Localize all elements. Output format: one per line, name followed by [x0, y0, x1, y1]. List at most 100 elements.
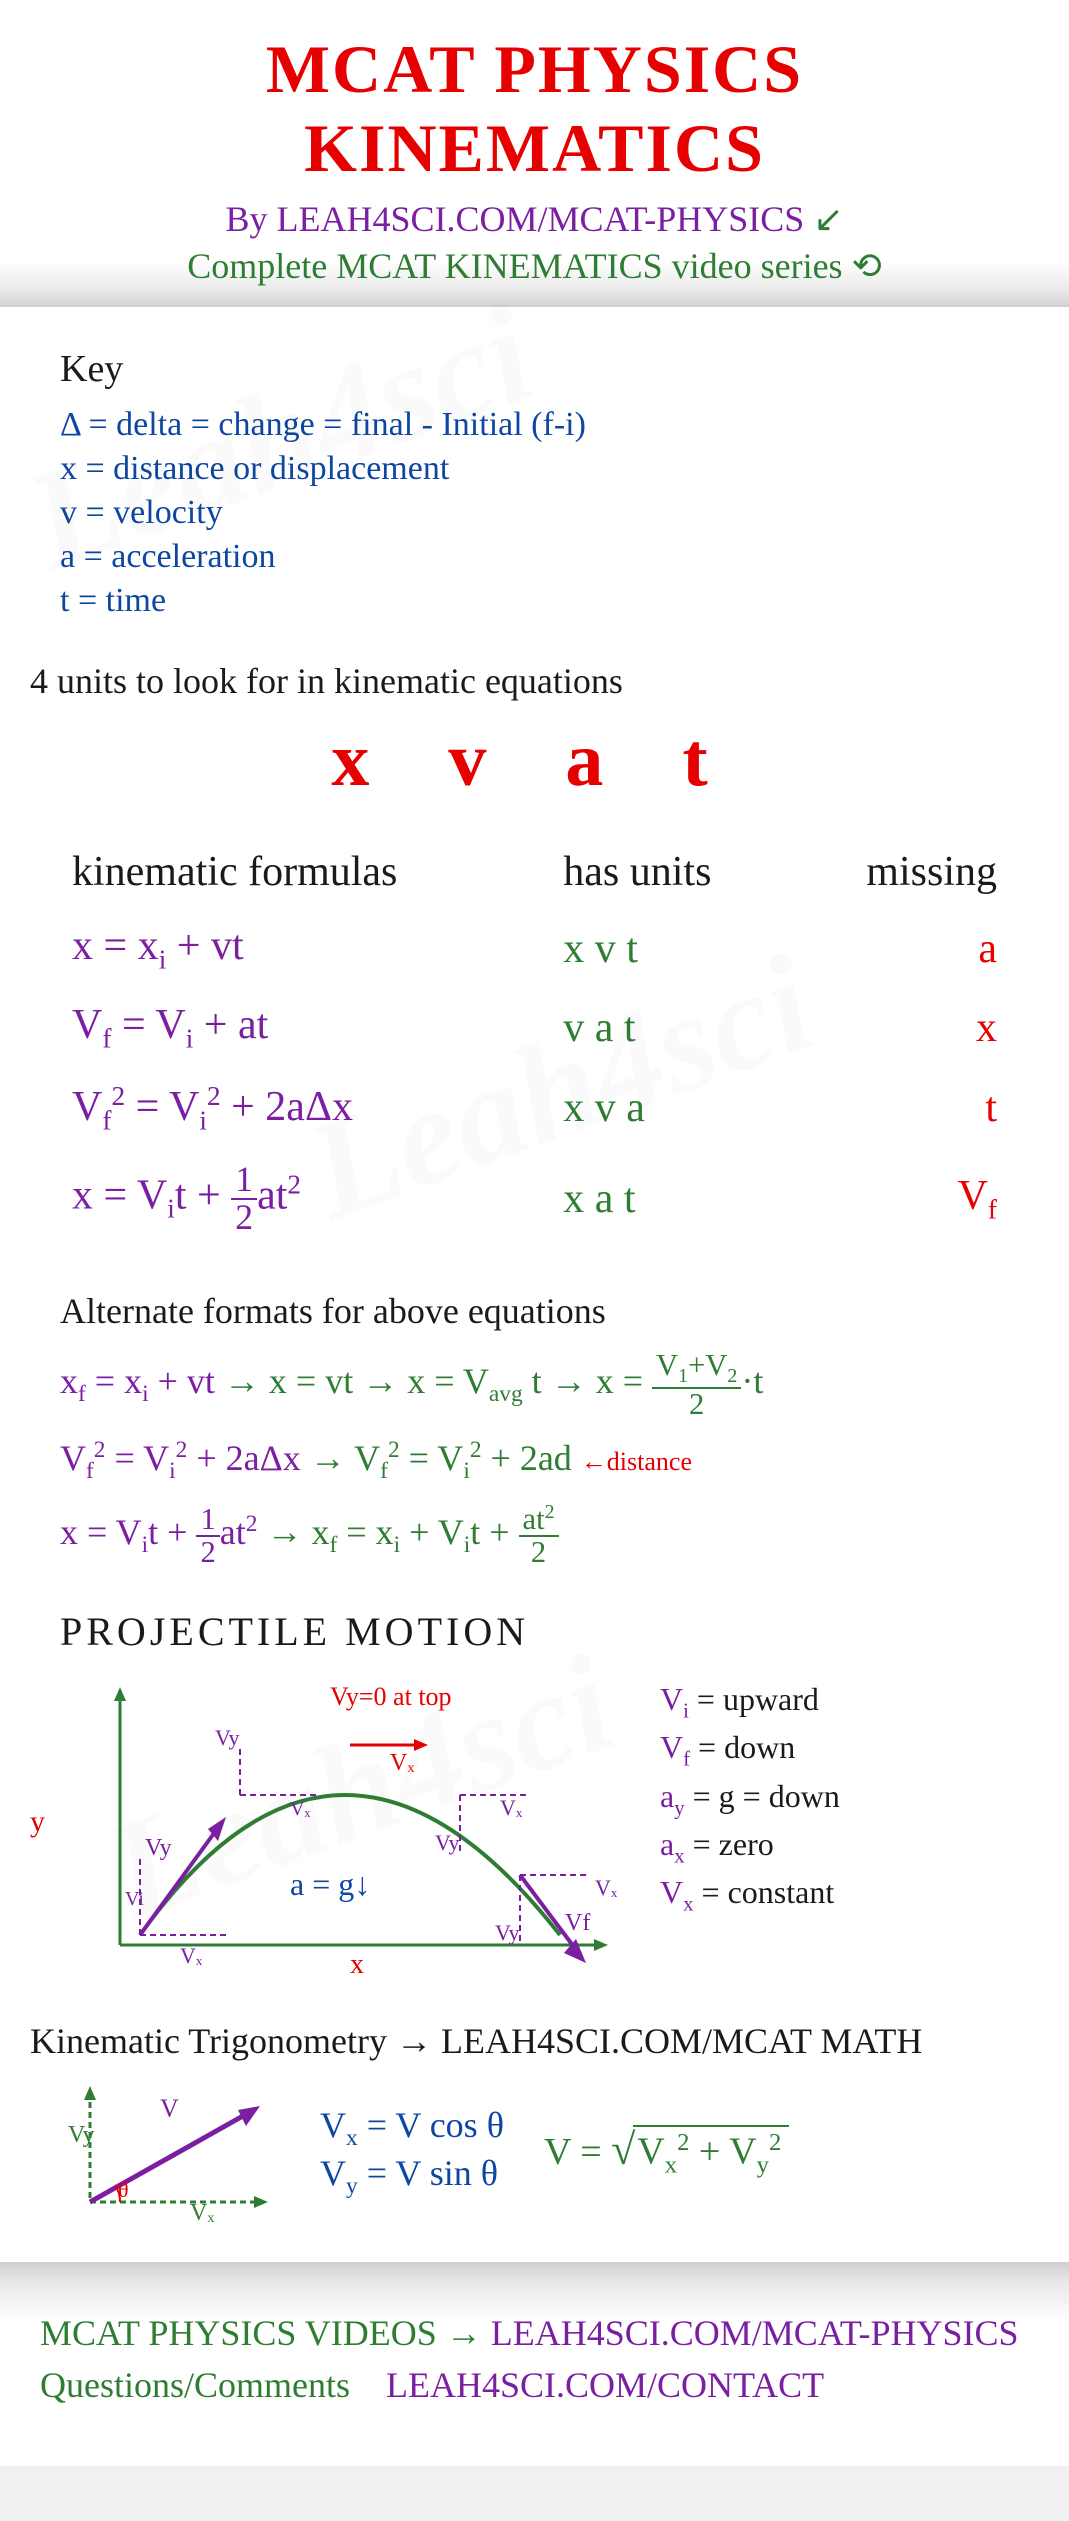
key-line: t = time — [60, 582, 1009, 620]
footer-url: LEAH4SCI.COM/MCAT-PHYSICS — [491, 2313, 1019, 2353]
formula-cell: Vf = Vi + at — [62, 989, 551, 1066]
byline-url: LEAH4SCI.COM/MCAT-PHYSICS — [277, 199, 805, 239]
vy-eq: Vy = V sin θ — [320, 2152, 504, 2200]
svg-text:Vy: Vy — [495, 1920, 519, 1945]
content-block: Leah4sci Leah4sci Leah4sci Key Δ = delta… — [0, 307, 1069, 2262]
footer-label: Questions/Comments — [40, 2365, 350, 2405]
projectile-heading: PROJECTILE MOTION — [60, 1608, 1009, 1655]
table-row: Vf = Vi + at v a t x — [62, 989, 1007, 1066]
svg-text:Vₓ: Vₓ — [290, 1798, 310, 1820]
svg-text:θ: θ — [118, 2177, 129, 2202]
svg-text:Vₓ: Vₓ — [180, 1943, 203, 1968]
missing-cell: a — [794, 910, 1008, 987]
arrow-curl-icon: ↙ — [813, 199, 843, 239]
missing-cell: t — [794, 1069, 1008, 1148]
svg-text:Vₓ: Vₓ — [500, 1795, 523, 1820]
table-row: x = xi + vt x v t a — [62, 910, 1007, 987]
key-line: Δ = delta = change = final - Initial (f-… — [60, 406, 1009, 444]
table-row: Vf2 = Vi2 + 2aΔx x v a t — [62, 1069, 1007, 1148]
footer-line-2: Questions/Comments LEAH4SCI.COM/CONTACT — [40, 2364, 1029, 2406]
alt-eq: x = vt — [269, 1361, 353, 1401]
trig-heading-right: LEAH4SCI.COM/MCAT MATH — [441, 2021, 922, 2061]
trig-components: Vx = V cos θ Vy = V sin θ — [320, 2104, 504, 2200]
alt-line-1: xf = xi + vt → x = vt → x = Vavg t → x =… — [60, 1350, 1009, 1420]
y-axis-label: y — [30, 1805, 45, 1839]
footer-line-1: MCAT PHYSICS VIDEOS → LEAH4SCI.COM/MCAT-… — [40, 2312, 1029, 2354]
formula-table: kinematic formulas has units missing x =… — [60, 834, 1009, 1250]
key-line: x = distance or displacement — [60, 450, 1009, 488]
projectile-svg: Vy=0 at top Vₓ Vy Vₓ Vy Vₓ Vₓ Vy Vₓ Vy V… — [60, 1675, 620, 1975]
svg-text:Vi: Vi — [125, 1888, 144, 1910]
alt-eq: x = Vit + 12at2 — [60, 1512, 257, 1552]
alt-eq: x = Vavg t — [407, 1361, 541, 1401]
page-title: MCAT PHYSICS KINEMATICS — [40, 30, 1029, 188]
has-cell: v a t — [553, 989, 791, 1066]
arrow-icon: → — [551, 1361, 596, 1401]
has-cell: x a t — [553, 1150, 791, 1247]
alt-line-3: x = Vit + 12at2 → xf = xi + Vit + at22 — [60, 1503, 1009, 1567]
projectile-container: Vy=0 at top Vₓ Vy Vₓ Vy Vₓ Vₓ Vy Vₓ Vy V… — [60, 1675, 1009, 1980]
byline-prefix: By — [226, 199, 268, 239]
alt-eq: Vf2 = Vi2 + 2ad — [354, 1438, 572, 1478]
col-has: has units — [553, 836, 791, 908]
svg-text:Vf: Vf — [565, 1910, 590, 1936]
arrow-icon: → — [310, 1438, 354, 1478]
arrow-icon: → — [362, 1361, 407, 1401]
svg-text:Vy: Vy — [215, 1725, 239, 1750]
alt-line-2: Vf2 = Vi2 + 2aΔx → Vf2 = Vi2 + 2ad ←dist… — [60, 1437, 1009, 1485]
arrow-icon: → — [224, 1361, 269, 1401]
note-line: ay = g = down — [660, 1778, 840, 1820]
note-line: Vx = constant — [660, 1874, 840, 1916]
xvat-symbols: x v a t — [60, 717, 1009, 804]
svg-text:x: x — [350, 1949, 364, 1975]
vy-zero-label: Vy=0 at top — [330, 1682, 452, 1711]
svg-text:Vy: Vy — [435, 1830, 459, 1855]
subtitle-text: Complete MCAT KINEMATICS video series — [187, 246, 842, 286]
arrow-icon: → — [266, 1512, 311, 1552]
loop-arrow-icon: ⟲ — [852, 246, 882, 286]
svg-text:Vy: Vy — [68, 2122, 95, 2148]
formula-cell: x = xi + vt — [62, 910, 551, 987]
note-line: Vi = upward — [660, 1681, 840, 1723]
note-line: ax = zero — [660, 1826, 840, 1868]
trig-diagram: Vy Vₓ V θ — [60, 2082, 280, 2222]
col-missing: missing — [794, 836, 1008, 908]
svg-text:Vₓ: Vₓ — [390, 1750, 414, 1776]
projectile-diagram: Vy=0 at top Vₓ Vy Vₓ Vy Vₓ Vₓ Vy Vₓ Vy V… — [60, 1675, 620, 1980]
alternate-heading: Alternate formats for above equations — [60, 1290, 1009, 1332]
trig-heading-left: Kinematic Trigonometry → — [30, 2021, 432, 2061]
alt-eq: Vf2 = Vi2 + 2aΔx — [60, 1438, 301, 1478]
subtitle: Complete MCAT KINEMATICS video series ⟲ — [40, 245, 1029, 287]
footer-label: MCAT PHYSICS VIDEOS → — [40, 2313, 482, 2353]
byline: By LEAH4SCI.COM/MCAT-PHYSICS ↙ — [40, 198, 1029, 240]
units-intro: 4 units to look for in kinematic equatio… — [30, 660, 1009, 702]
vx-eq: Vx = V cos θ — [320, 2104, 504, 2152]
trig-heading: Kinematic Trigonometry → LEAH4SCI.COM/MC… — [30, 2020, 1009, 2062]
footer-block: MCAT PHYSICS VIDEOS → LEAH4SCI.COM/MCAT-… — [0, 2262, 1069, 2466]
svg-text:Vₓ: Vₓ — [595, 1875, 618, 1900]
note-line: Vf = down — [660, 1729, 840, 1771]
footer-url: LEAH4SCI.COM/CONTACT — [386, 2365, 824, 2405]
alt-eq: xf = xi + Vit + at22 — [311, 1512, 558, 1552]
distance-note: ←distance — [581, 1447, 692, 1476]
has-cell: x v a — [553, 1069, 791, 1148]
has-cell: x v t — [553, 910, 791, 987]
missing-cell: x — [794, 989, 1008, 1066]
projectile-notes: Vi = upward Vf = down ay = g = down ax =… — [660, 1675, 840, 1923]
alt-eq: xf = xi + vt — [60, 1361, 215, 1401]
table-header-row: kinematic formulas has units missing — [62, 836, 1007, 908]
a-equals-g: a = g↓ — [290, 1866, 370, 1902]
alt-eq: x = V1+V22·t — [596, 1361, 764, 1401]
key-line: v = velocity — [60, 494, 1009, 532]
cheat-sheet: MCAT PHYSICS KINEMATICS By LEAH4SCI.COM/… — [0, 0, 1069, 2466]
svg-text:Vy: Vy — [145, 1835, 172, 1861]
col-formula: kinematic formulas — [62, 836, 551, 908]
formula-cell: x = Vit + 12at2 — [62, 1150, 551, 1247]
key-line: a = acceleration — [60, 538, 1009, 576]
key-heading: Key — [60, 347, 1009, 391]
table-row: x = Vit + 12at2 x a t Vf — [62, 1150, 1007, 1247]
svg-text:V: V — [160, 2094, 179, 2123]
svg-text:Vₓ: Vₓ — [190, 2200, 214, 2222]
header-block: MCAT PHYSICS KINEMATICS By LEAH4SCI.COM/… — [0, 0, 1069, 307]
magnitude-eq: V = √Vx2 + Vy2 — [544, 2124, 789, 2180]
